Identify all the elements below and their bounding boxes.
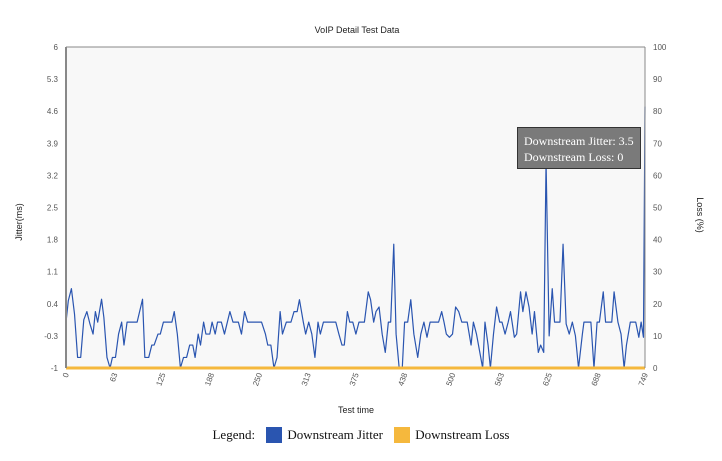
x-tick-label: 313 [300, 371, 313, 387]
y2-tick-label: 40 [653, 236, 662, 245]
y2-tick-label: 80 [653, 107, 662, 116]
y-tick-label: 6 [54, 43, 59, 52]
y2-tick-label: 30 [653, 268, 662, 277]
plot-area [66, 47, 645, 368]
y-tick-label: 1.1 [47, 268, 59, 277]
y2-tick-label: 20 [653, 300, 662, 309]
legend: Legend: Downstream Jitter Downstream Los… [0, 426, 722, 444]
x-tick-label: 125 [154, 371, 167, 387]
x-tick-label: 500 [444, 371, 457, 387]
x-tick-label: 749 [637, 371, 650, 387]
y-tick-label: 3.2 [47, 171, 59, 180]
y2-tick-label: 70 [653, 139, 662, 148]
y2-tick-label: 90 [653, 75, 662, 84]
x-tick-label: 188 [203, 371, 216, 387]
legend-label: Legend: [212, 427, 256, 443]
y-tick-label: 2.5 [47, 204, 59, 213]
y2-axis-label: Loss (%) [695, 197, 705, 233]
x-axis-label: Test time [338, 405, 374, 415]
y2-tick-label: 50 [653, 204, 662, 213]
x-tick-label: 63 [108, 371, 120, 383]
legend-item-jitter[interactable]: Downstream Jitter [287, 427, 383, 443]
tooltip-loss: Downstream Loss: 0 [524, 150, 624, 164]
chart-title: VoIP Detail Test Data [315, 25, 400, 35]
y-tick-label: 1.8 [47, 236, 59, 245]
y2-tick-label: 0 [653, 364, 658, 373]
y2-tick-label: 10 [653, 332, 662, 341]
x-tick-label: 375 [348, 371, 361, 387]
tooltip-jitter: Downstream Jitter: 3.5 [524, 134, 634, 148]
y-axis-label: Jitter(ms) [14, 203, 24, 241]
x-tick-label: 0 [61, 371, 71, 379]
y-tick-label: 4.6 [47, 107, 59, 116]
y-tick-label: 0.4 [47, 300, 59, 309]
legend-item-loss[interactable]: Downstream Loss [415, 427, 510, 443]
series-line-jitter[interactable] [65, 106, 646, 369]
x-tick-label: 438 [396, 371, 409, 387]
y2-tick-label: 100 [653, 43, 667, 52]
tooltip: Downstream Jitter: 3.5 Downstream Loss: … [517, 127, 641, 169]
legend-swatch-jitter[interactable] [266, 427, 283, 444]
x-tick-label: 625 [541, 371, 554, 387]
legend-swatch-loss[interactable] [394, 427, 411, 444]
x-tick-label: 688 [590, 371, 603, 387]
y-tick-label: -0.3 [44, 332, 58, 341]
y2-tick-label: 60 [653, 171, 662, 180]
x-tick-label: 250 [251, 371, 264, 387]
x-tick-label: 563 [493, 371, 506, 387]
y-tick-label: 5.3 [47, 75, 59, 84]
y-tick-label: 3.9 [47, 139, 59, 148]
y-tick-label: -1 [51, 364, 59, 373]
